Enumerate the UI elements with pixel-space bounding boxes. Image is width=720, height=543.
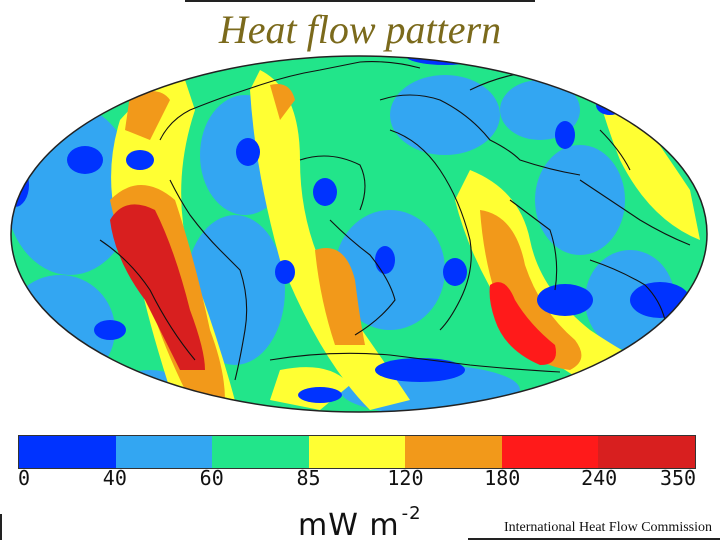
map-title: Heat flow pattern: [218, 7, 502, 52]
scale-tick-label: 0: [17, 466, 31, 490]
corner-rule: [0, 514, 2, 540]
scale-tick-label: 180: [484, 466, 521, 490]
scale-bin-6: [598, 436, 696, 468]
credit-text: International Heat Flow Commission: [503, 520, 712, 535]
color-scale-bar: [18, 435, 696, 469]
unit-main: mW m: [298, 508, 400, 543]
globe-outline: [10, 55, 708, 413]
credit-rule: [468, 538, 720, 540]
scale-tick-label: 240: [581, 466, 618, 490]
scale-bin-3: [308, 436, 406, 468]
unit-exponent: -2: [401, 503, 422, 524]
scale-bin-2: [212, 436, 309, 468]
scale-bin-5: [501, 436, 599, 468]
scale-bin-0: [19, 436, 116, 468]
scale-tick-label: 85: [296, 466, 321, 490]
scale-tick-label: 350: [659, 466, 697, 490]
title-rule: [185, 0, 535, 2]
heat-flow-map: [10, 55, 708, 413]
scale-tick-label: 40: [102, 466, 127, 490]
scale-tick-label: 60: [199, 466, 224, 490]
scale-tick-label: 120: [387, 466, 424, 490]
scale-bin-4: [405, 436, 502, 468]
heat-flow-field: [11, 56, 707, 412]
scale-bin-1: [115, 436, 213, 468]
unit-label: mW m -2: [298, 503, 422, 543]
title-bar: Heat flow pattern: [185, 0, 535, 56]
red-zones: [110, 204, 556, 370]
